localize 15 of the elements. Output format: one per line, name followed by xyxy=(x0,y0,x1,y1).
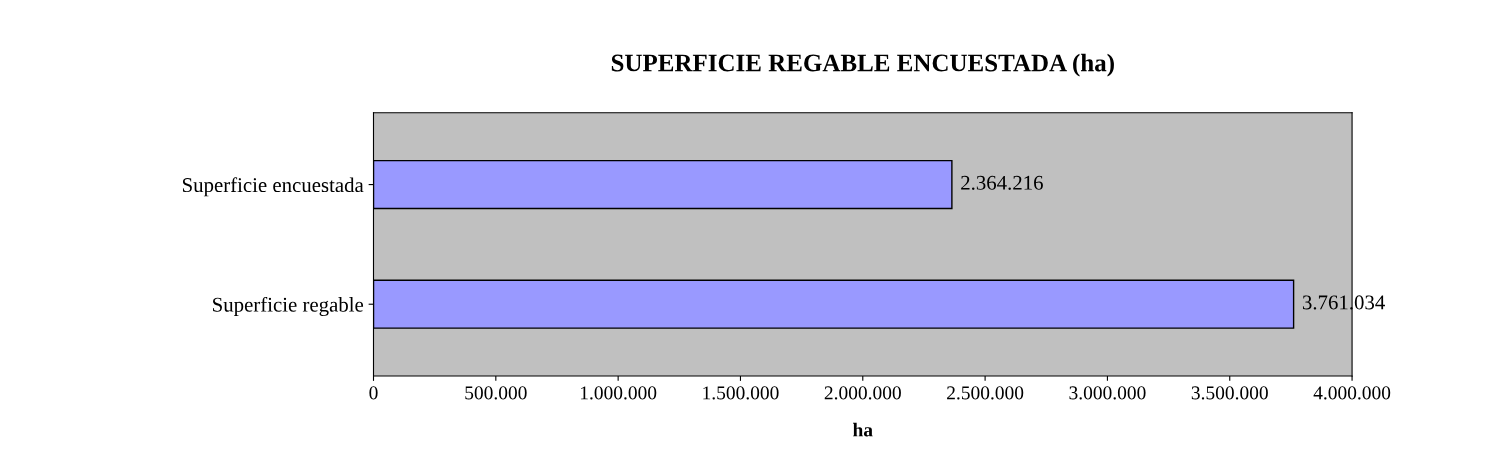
chart-title: SUPERFICIE REGABLE ENCUESTADA (ha) xyxy=(611,53,1114,77)
data-label: 2.364.216 xyxy=(961,175,1043,190)
x-tick-label: 4.000.000 xyxy=(1313,386,1391,400)
x-tick-label: 1.500.000 xyxy=(703,386,779,400)
x-tick-label: 0 xyxy=(369,386,378,400)
x-tick-label: 1.000.000 xyxy=(580,386,657,400)
y-tick-label: Superficie encuestada xyxy=(182,177,364,197)
x-tick-label: 3.000.000 xyxy=(1069,386,1146,400)
data-label: 3.761.034 xyxy=(1302,295,1385,310)
x-tick-label: 3.500.000 xyxy=(1191,386,1268,400)
x-axis-title: ha xyxy=(853,422,873,437)
x-tick-label: 2.000.000 xyxy=(824,386,901,400)
x-tick-label: 500.000 xyxy=(465,386,527,400)
y-tick-label: Superficie regable xyxy=(213,296,364,317)
x-tick-label: 2.500.000 xyxy=(947,386,1024,400)
